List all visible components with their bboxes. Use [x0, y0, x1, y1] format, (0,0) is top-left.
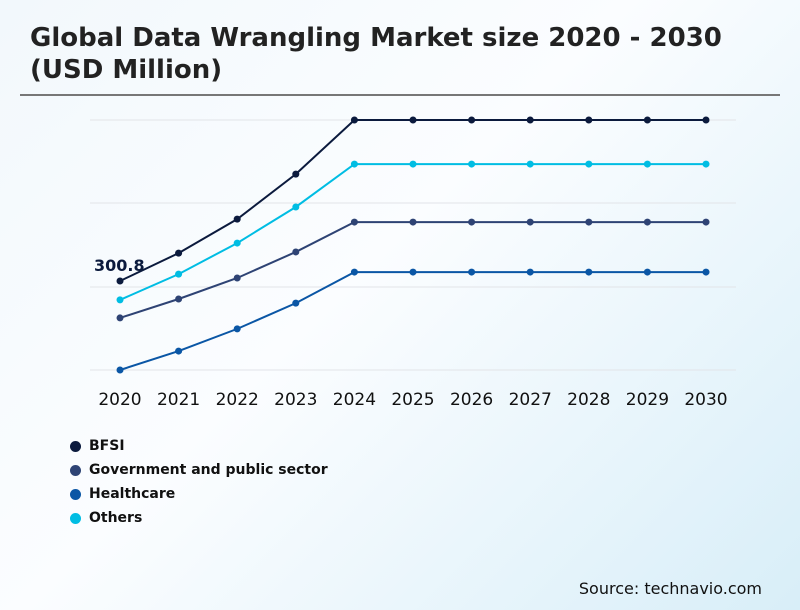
x-tick-label: 2030: [684, 390, 727, 410]
data-point: [702, 116, 710, 124]
line-chart: 2020 2021 2022 2023 2024 2025 2026 2027 2028 2029…: [90, 116, 736, 410]
data-point: [350, 160, 358, 168]
x-tick-label: 2026: [450, 390, 493, 410]
legend-marker-icon: [70, 440, 81, 452]
data-point: [643, 268, 651, 276]
series-line-0: [119, 119, 706, 282]
data-point: [233, 325, 241, 333]
data-point: [702, 160, 710, 168]
source-note: Source: technavio.com: [578, 579, 762, 598]
data-point: [350, 116, 358, 124]
x-tick-label: 2020: [98, 390, 141, 410]
data-point: [175, 249, 183, 257]
data-point: [643, 218, 651, 226]
data-point: [468, 160, 476, 168]
chart-title: Global Data Wrangling Market size 2020 -…: [30, 23, 722, 85]
data-label: 300.8: [94, 256, 145, 275]
data-point: [468, 268, 476, 276]
data-point: [409, 116, 417, 124]
data-point: [409, 268, 417, 276]
data-point: [116, 277, 124, 285]
data-point: [116, 296, 124, 304]
legend-label: BFSI: [89, 438, 125, 454]
data-point: [292, 170, 300, 178]
legend-item: Government and public sector: [70, 458, 328, 482]
legend-label: Government and public sector: [89, 462, 328, 478]
data-point: [526, 160, 534, 168]
x-tick-label: 2025: [391, 390, 434, 410]
series-line-3: [119, 163, 706, 301]
x-tick-label: 2022: [216, 390, 259, 410]
data-point: [350, 218, 358, 226]
data-point: [175, 295, 183, 303]
data-point: [468, 218, 476, 226]
data-point: [116, 314, 124, 322]
data-point: [526, 218, 534, 226]
x-tick-label: 2024: [333, 390, 376, 410]
x-tick-label: 2027: [509, 390, 552, 410]
legend: BFSI Government and public sector Healthca…: [70, 434, 328, 530]
data-point: [702, 268, 710, 276]
x-tick-label: 2023: [274, 390, 317, 410]
data-point: [409, 160, 417, 168]
data-point: [233, 239, 241, 247]
data-point: [292, 203, 300, 211]
data-point: [585, 218, 593, 226]
data-point: [585, 268, 593, 276]
data-point: [643, 160, 651, 168]
data-point: [116, 366, 124, 374]
data-point: [702, 218, 710, 226]
legend-marker-icon: [70, 512, 81, 524]
data-point: [526, 268, 534, 276]
data-point: [292, 248, 300, 256]
legend-marker-icon: [70, 488, 81, 500]
legend-item: BFSI: [70, 434, 328, 458]
data-point: [233, 215, 241, 223]
x-tick-label: 2029: [626, 390, 669, 410]
legend-label: Others: [89, 510, 143, 526]
title-divider: [20, 94, 780, 96]
data-point: [175, 347, 183, 355]
legend-item: Healthcare: [70, 482, 328, 506]
data-point: [233, 274, 241, 282]
data-point: [468, 116, 476, 124]
data-point: [350, 268, 358, 276]
data-point: [526, 116, 534, 124]
data-point: [643, 116, 651, 124]
data-point: [175, 270, 183, 278]
x-tick-label: 2028: [567, 390, 610, 410]
x-tick-label: 2021: [157, 390, 200, 410]
data-point: [292, 299, 300, 307]
legend-marker-icon: [70, 464, 81, 476]
legend-item: Others: [70, 506, 328, 530]
data-point: [585, 160, 593, 168]
legend-label: Healthcare: [89, 486, 176, 502]
data-point: [409, 218, 417, 226]
data-point: [585, 116, 593, 124]
